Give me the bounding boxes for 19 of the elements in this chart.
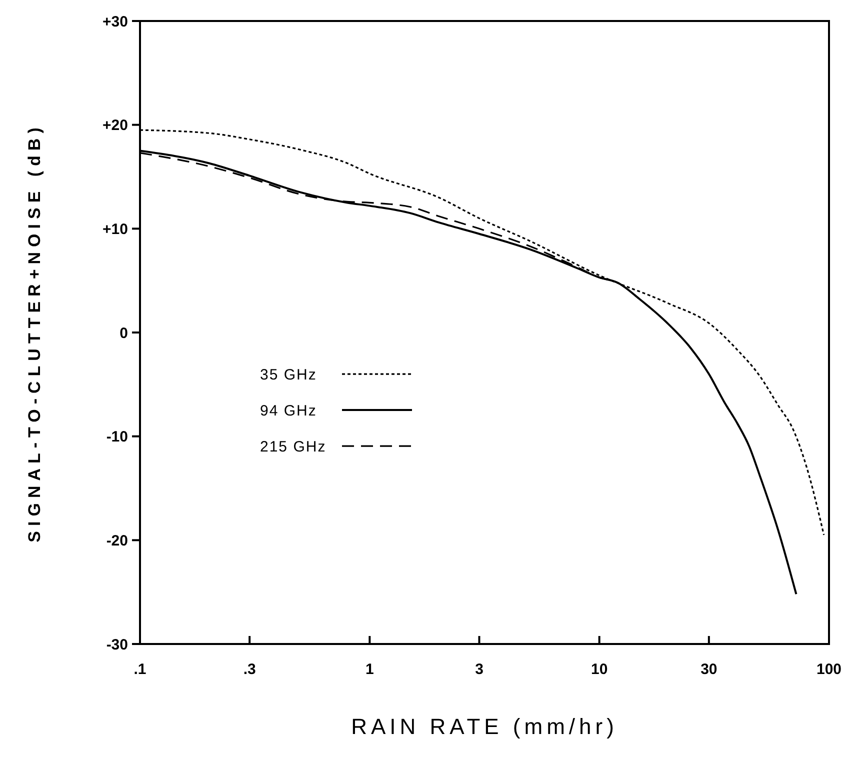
y-tick-label: -10 xyxy=(106,428,128,446)
y-axis-title: SIGNAL-TO-CLUTTER+NOISE (dB) xyxy=(25,122,44,542)
legend-label: 35 GHz xyxy=(260,366,317,384)
y-tick-label: +20 xyxy=(102,117,128,134)
y-tick-label: -30 xyxy=(106,636,128,654)
x-tick-label: .1 xyxy=(134,661,146,678)
y-tick-label: +10 xyxy=(102,220,128,238)
x-axis-title: RAIN RATE (mm/hr) xyxy=(351,714,618,739)
x-tick-label: .3 xyxy=(243,661,256,678)
x-tick-label: 100 xyxy=(816,661,842,678)
x-tick-label: 1 xyxy=(365,661,374,678)
legend-label: 94 GHz xyxy=(260,402,317,420)
x-tick-label: 3 xyxy=(475,661,484,678)
legend-label: 215 GHz xyxy=(260,438,326,456)
y-tick-label: 0 xyxy=(120,324,128,342)
x-tick-label: 10 xyxy=(590,661,608,678)
x-tick-label: 30 xyxy=(700,661,718,678)
y-tick-label: +30 xyxy=(102,13,128,30)
y-tick-label: -20 xyxy=(106,532,128,550)
